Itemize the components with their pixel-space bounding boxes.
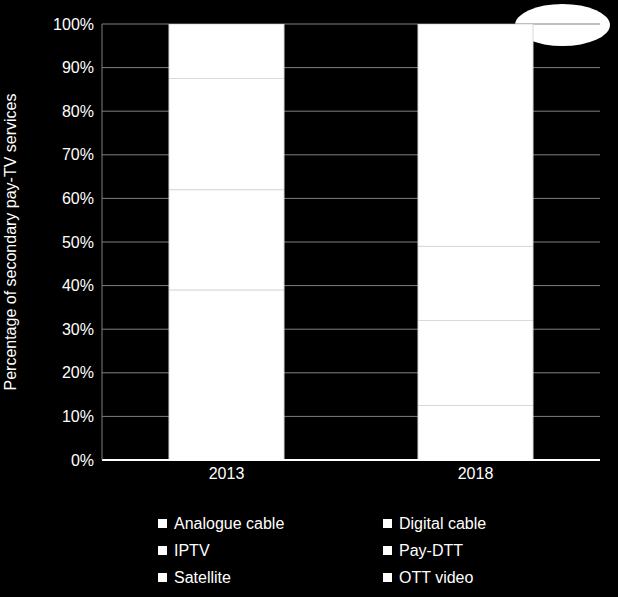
svg-text:50%: 50% [62, 234, 94, 251]
html-text:Satellite: Satellite [174, 568, 231, 586]
html-text:Pay-DTT: Pay-DTT [399, 541, 463, 559]
html-text:OTT video: OTT video [399, 568, 474, 586]
svg-text:20%: 20% [62, 364, 94, 381]
html-text:Digital cable: Digital cable [399, 514, 487, 532]
html-text:Analogue cable: Analogue cable [174, 514, 285, 532]
svg-text:80%: 80% [62, 103, 94, 120]
svg-text:Percentage of secondary pay-TV: Percentage of secondary pay-TV services [8, 93, 19, 390]
svg-text:2018: 2018 [458, 465, 494, 482]
svg-text:40%: 40% [62, 277, 94, 294]
svg-text:2013: 2013 [209, 465, 245, 482]
svg-text:10%: 10% [62, 408, 94, 425]
svg-text:100%: 100% [53, 16, 94, 33]
svg-text:60%: 60% [62, 190, 94, 207]
html-text:IPTV: IPTV [174, 541, 210, 559]
svg-text:0%: 0% [71, 452, 94, 469]
svg-text:30%: 30% [62, 321, 94, 338]
svg-text:90%: 90% [62, 59, 94, 76]
svg-text:70%: 70% [62, 146, 94, 163]
